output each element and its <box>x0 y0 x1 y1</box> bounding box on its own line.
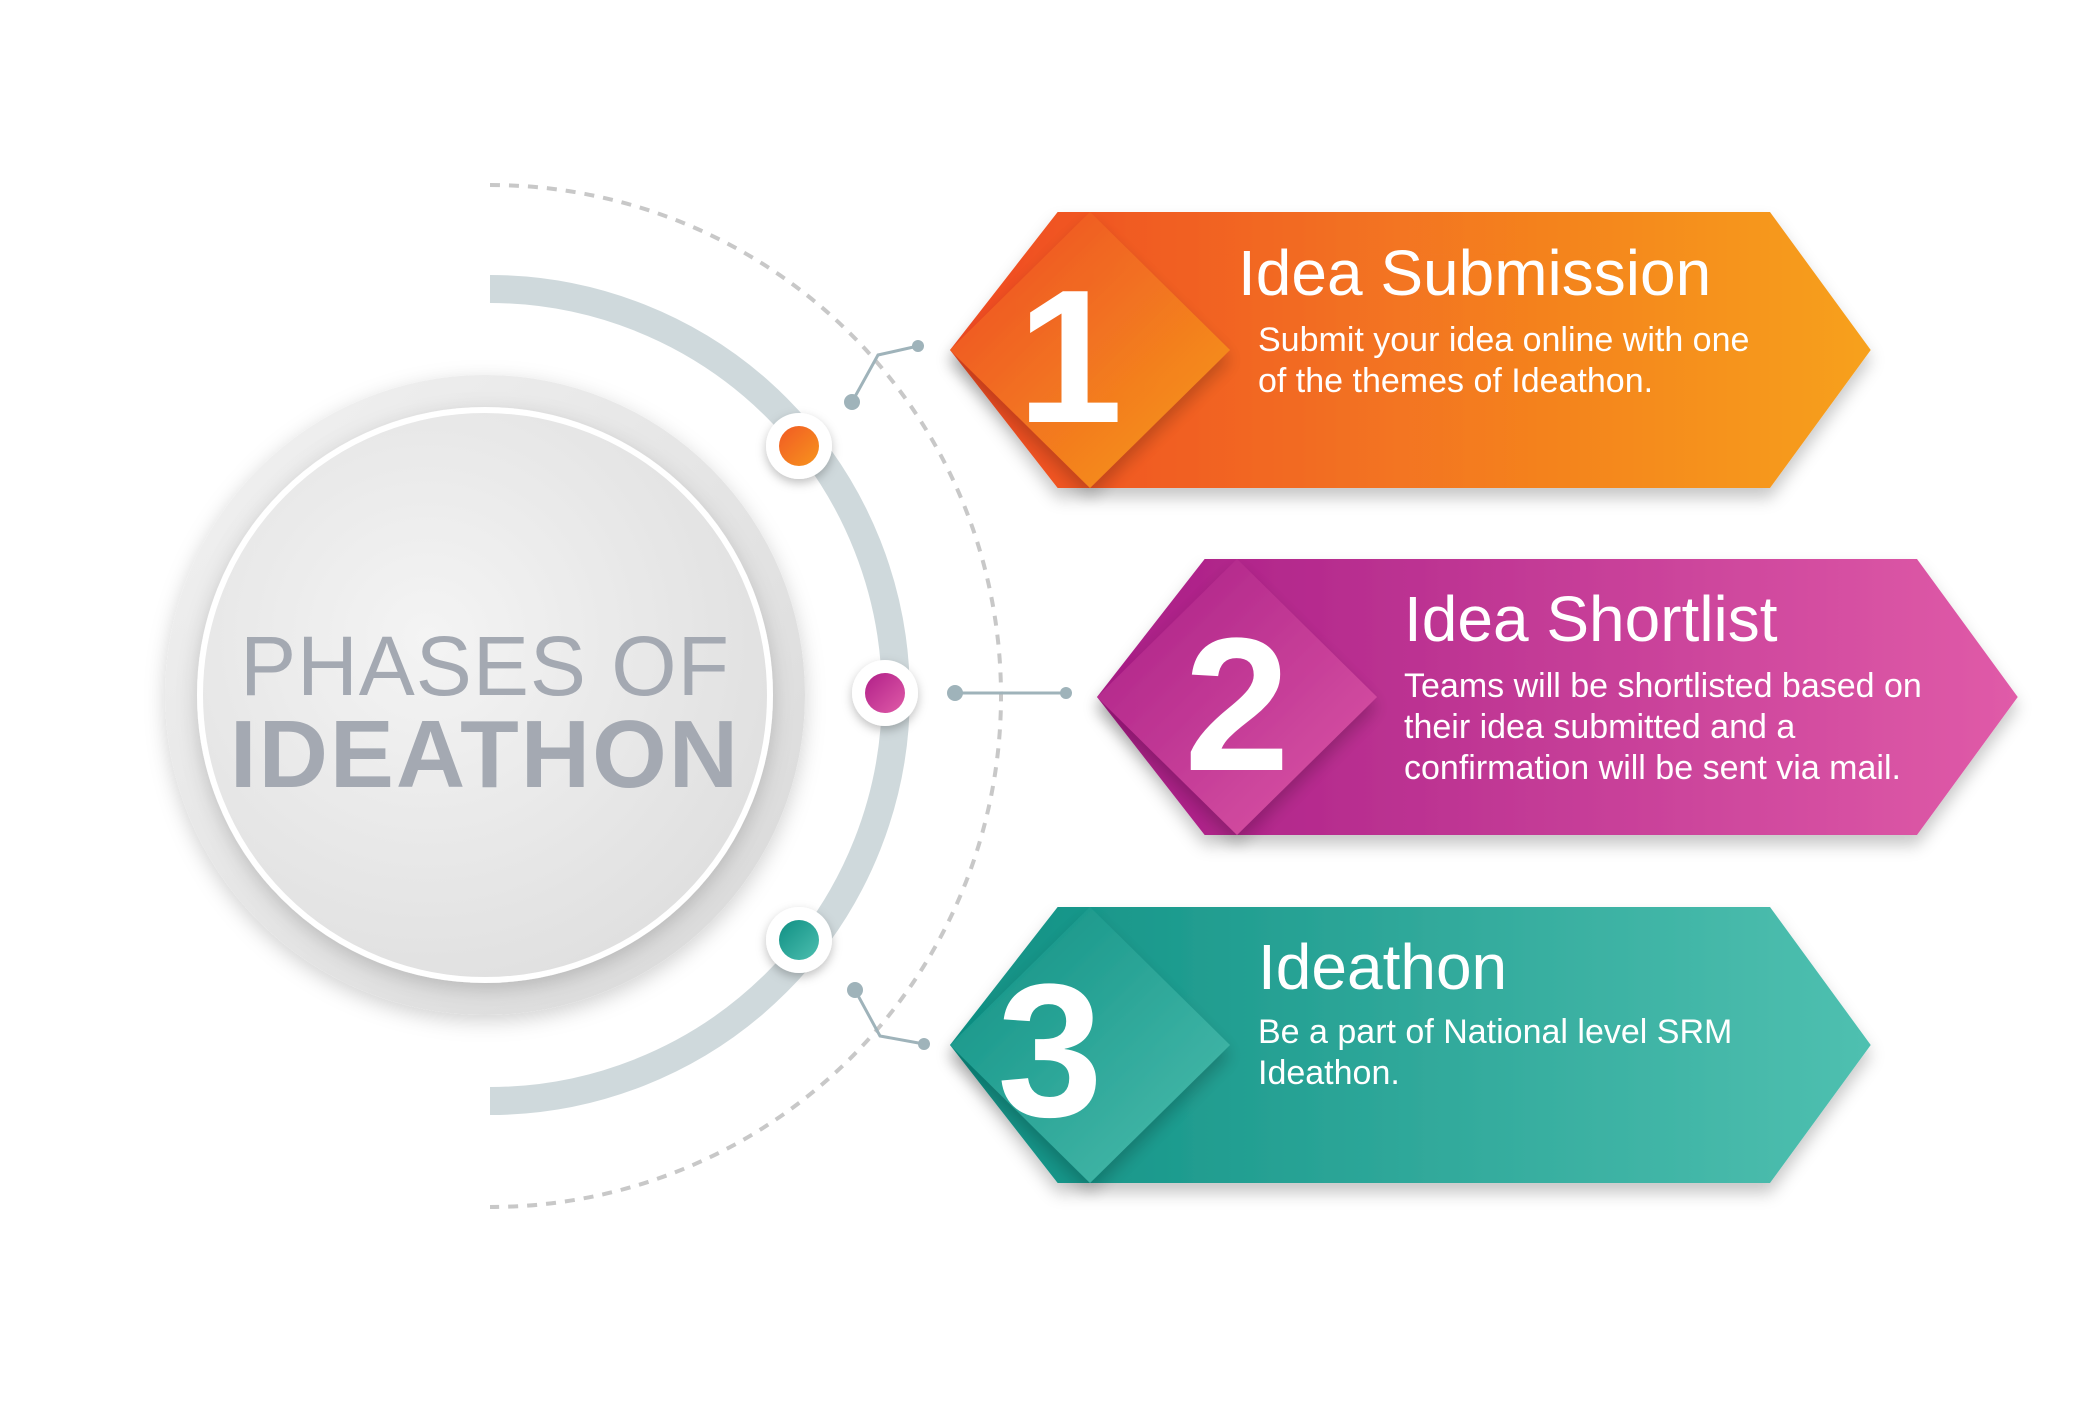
phase-1-tag <box>950 212 1871 488</box>
phase-1-badge <box>950 212 1230 488</box>
phase-1-number: 1 <box>1017 251 1123 463</box>
phase-3-badge <box>950 907 1230 1183</box>
phase-3-title: Ideathon <box>1258 931 1508 1003</box>
connector-1-end <box>912 340 924 352</box>
timeline-dot-3 <box>779 920 819 960</box>
connector-1 <box>850 344 919 403</box>
phase-2-number: 2 <box>1184 599 1290 811</box>
timeline-dot-1 <box>779 426 819 466</box>
phase-tags <box>950 212 2018 1183</box>
timeline-dots <box>766 413 918 973</box>
center-title-line2: IDEATHON <box>229 701 741 808</box>
connector-2-end <box>1060 687 1072 699</box>
connectors <box>844 340 1072 1050</box>
center-circle-face <box>197 407 773 983</box>
connector-1-start <box>844 394 860 410</box>
phase-3-tag <box>950 907 1871 1183</box>
phase-2-title: Idea Shortlist <box>1404 583 1778 655</box>
phase-2-badge <box>1097 559 1377 835</box>
timeline-dot-2 <box>865 673 905 713</box>
dashed-outer-arc <box>489 183 1003 1209</box>
connector-3 <box>853 989 925 1046</box>
phase-3-number: 3 <box>997 945 1103 1157</box>
connector-3-start <box>847 982 863 998</box>
connector-2-start <box>947 685 963 701</box>
phase-2-description: Teams will be shortlisted based on their… <box>1404 667 1922 787</box>
center-circle <box>165 375 805 1015</box>
phase-1-description: Submit your idea online with one of the … <box>1258 321 1750 400</box>
center-title-line1: PHASES OF <box>240 619 730 713</box>
phase-1-title: Idea Submission <box>1238 237 1712 309</box>
phase-3-description: Be a part of National level SRM Ideathon… <box>1258 1013 1733 1092</box>
connector-3-end <box>918 1038 930 1050</box>
phase-2-tag <box>1097 559 2018 835</box>
